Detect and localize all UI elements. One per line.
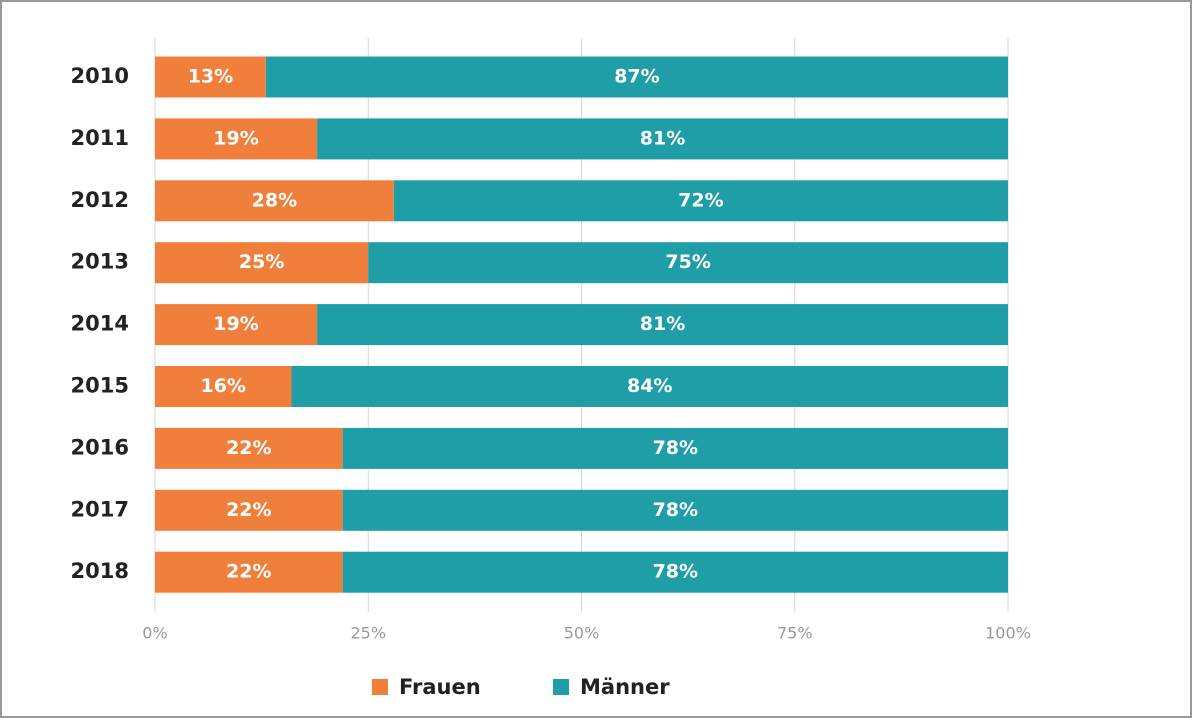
data-label: 22% <box>226 499 271 521</box>
legend-label: Männer <box>580 675 670 699</box>
bar-segment <box>291 366 1009 407</box>
y-tick-label: 2015 <box>71 374 129 398</box>
data-label: 81% <box>640 127 685 149</box>
data-label: 81% <box>640 313 685 335</box>
data-label: 78% <box>653 437 698 459</box>
x-tick-label: 75% <box>777 624 813 643</box>
y-tick-label: 2012 <box>71 188 129 212</box>
data-label: 78% <box>653 499 698 521</box>
x-tick-label: 0% <box>142 624 167 643</box>
data-label: 22% <box>226 437 271 459</box>
y-tick-label: 2016 <box>71 435 129 459</box>
data-label: 28% <box>252 189 297 211</box>
data-label: 84% <box>627 375 672 397</box>
y-tick-label: 2010 <box>71 64 129 88</box>
y-tick-label: 2014 <box>71 312 129 336</box>
bar-segment <box>155 427 343 469</box>
data-label: 16% <box>200 375 245 397</box>
bar-segment <box>155 489 343 531</box>
x-tick-label: 25% <box>350 624 386 643</box>
y-tick-label: 2018 <box>71 559 129 583</box>
data-label: 78% <box>653 561 698 583</box>
data-label: 75% <box>665 251 710 273</box>
data-label: 87% <box>614 66 659 88</box>
bar-segment <box>155 366 292 407</box>
data-label: 19% <box>213 127 258 149</box>
data-label: 25% <box>239 251 284 273</box>
bar-segment <box>393 180 1009 222</box>
bar-segment <box>155 304 318 346</box>
bar-segment <box>342 489 1008 531</box>
legend-label: Frauen <box>399 675 481 699</box>
bar-segment <box>155 118 318 160</box>
bar-segment <box>368 242 1008 284</box>
legend-swatch <box>372 679 388 695</box>
y-tick-label: 2013 <box>71 250 129 274</box>
bar-segment <box>155 180 394 222</box>
x-tick-label: 100% <box>985 624 1031 643</box>
data-label: 22% <box>226 561 271 583</box>
bar-segment <box>342 551 1008 593</box>
y-tick-label: 2011 <box>71 126 129 150</box>
data-label: 13% <box>188 66 233 88</box>
data-label: 72% <box>678 189 723 211</box>
x-tick-label: 50% <box>564 624 600 643</box>
bar-segment <box>155 551 343 593</box>
bar-segment <box>155 56 266 98</box>
bar-segment <box>342 427 1008 469</box>
data-label: 19% <box>213 313 258 335</box>
bar-segment <box>265 56 1008 98</box>
y-tick-label: 2017 <box>71 497 129 521</box>
bar-segment <box>317 118 1008 160</box>
bar-segment <box>155 242 369 284</box>
bar-segment <box>317 304 1008 346</box>
legend-swatch <box>553 679 569 695</box>
